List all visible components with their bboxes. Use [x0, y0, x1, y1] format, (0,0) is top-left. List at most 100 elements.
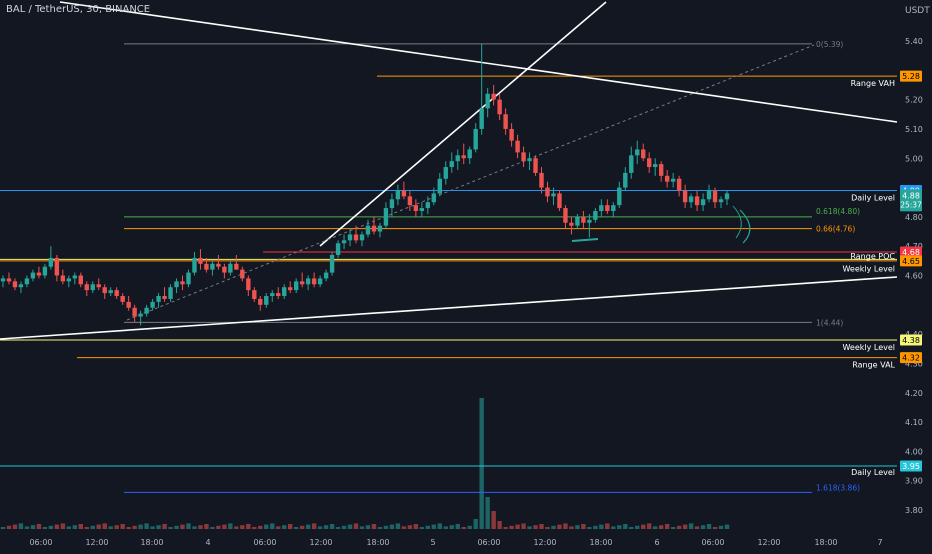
candle-body — [282, 287, 287, 297]
candle-body — [407, 196, 413, 206]
candle-body — [335, 243, 341, 255]
volume-bar-117 — [700, 525, 706, 529]
candle-body — [192, 257, 197, 273]
candle-13 — [78, 272, 83, 288]
candle-113 — [676, 175, 682, 197]
ascending-channel-line[interactable] — [319, 1, 607, 247]
descending-trendline[interactable] — [59, 1, 898, 123]
volume-bar-114 — [682, 524, 688, 529]
volume-bar-38 — [228, 523, 233, 529]
candle-body — [323, 272, 329, 279]
candle-37 — [222, 263, 227, 279]
daily-level-2-label: Daily Level — [851, 468, 895, 477]
projection-arc-inner — [732, 205, 742, 239]
candle-body — [108, 290, 113, 294]
candle-62 — [371, 216, 377, 235]
range-vah-label: Range VAH — [851, 79, 895, 88]
candle-102 — [611, 202, 616, 217]
candle-body — [694, 196, 700, 206]
volume-bar-83 — [497, 521, 502, 529]
bottom-marker — [571, 238, 599, 242]
weekly-level-2-badge-text: 4.38 — [902, 336, 920, 345]
volume-bar-89 — [533, 525, 538, 529]
volume-bar-98 — [587, 527, 592, 529]
volume-bar-106 — [635, 525, 640, 529]
volume-bar-84 — [503, 527, 508, 529]
range-vah-badge: 5.28 — [900, 70, 922, 82]
candle-body — [593, 211, 598, 220]
volume-bar-70 — [419, 527, 425, 529]
candle-body — [605, 205, 610, 212]
candle-3 — [18, 281, 24, 294]
candle-61 — [365, 219, 371, 238]
fib-retracement[interactable]: 0(5.39) 0.618(4.80) 0.66(4.76) 1(4.44) 1.618… — [124, 40, 860, 493]
candle-body — [599, 205, 604, 212]
volume-bar-50 — [299, 525, 305, 529]
candle-body — [30, 272, 36, 279]
volume-bar-108 — [647, 523, 652, 529]
candle-body — [341, 240, 347, 244]
candle-body — [84, 284, 89, 291]
candle-body — [581, 216, 586, 223]
candle-9 — [54, 254, 60, 282]
candle-97 — [581, 211, 586, 229]
volume-bar-118 — [706, 524, 712, 529]
candle-53 — [317, 275, 323, 288]
fib-label-4: 1.618(3.86) — [816, 483, 860, 492]
volume-bar-19 — [114, 525, 119, 529]
volume-bar-100 — [599, 524, 604, 529]
volume-bar-13 — [78, 524, 83, 529]
candle-69 — [413, 199, 419, 217]
candle-39 — [234, 254, 239, 270]
price-tick-9: 4.20 — [905, 389, 923, 398]
long-support-trendline[interactable] — [0, 276, 898, 340]
candle-48 — [288, 281, 293, 294]
current-price-badge-bg — [900, 189, 922, 212]
volume-bar-112 — [670, 527, 676, 529]
time-tick-9: 12:00 — [533, 538, 556, 547]
price-tick-13: 3.80 — [905, 506, 923, 515]
candle-body — [718, 199, 724, 203]
volume-bar-8 — [48, 525, 54, 529]
time-tick-15: 7 — [877, 538, 882, 547]
candle-34 — [204, 257, 209, 273]
symbol-title[interactable]: BAL / TetherUS, 30, BINANCE — [6, 4, 151, 15]
candle-47 — [282, 284, 287, 299]
candle-body — [156, 296, 161, 302]
candle-body — [383, 208, 389, 226]
candle-86 — [515, 134, 520, 159]
candle-body — [299, 281, 305, 285]
candle-body — [66, 278, 72, 282]
volume-bar-30 — [180, 524, 185, 529]
candle-111 — [664, 169, 670, 188]
volume-bar-74 — [443, 526, 448, 529]
candle-body — [234, 263, 239, 270]
volume-bar-31 — [186, 523, 191, 529]
candle-4 — [24, 275, 30, 288]
candle-32 — [192, 252, 197, 276]
volume-bar-90 — [539, 524, 544, 529]
price-tick-8: 4.30 — [905, 359, 923, 368]
candle-73 — [437, 172, 442, 197]
candle-body — [288, 287, 293, 291]
candle-body — [42, 266, 48, 276]
candle-body — [425, 202, 431, 209]
trendlines[interactable] — [0, 1, 898, 340]
time-axis: 06:00 12:00 18:00 4 06:00 12:00 18:00 5 06:00 12:… — [29, 538, 882, 547]
candle-95 — [569, 216, 574, 235]
candle-body — [78, 275, 83, 285]
volume-bar-61 — [365, 525, 371, 529]
candle-82 — [491, 84, 496, 106]
candle-46 — [276, 287, 281, 299]
candle-50 — [299, 272, 305, 288]
candle-body — [120, 296, 125, 302]
weekly-level-2-badge: 4.38 — [900, 334, 922, 346]
candle-17 — [102, 284, 107, 299]
volume-bar-63 — [377, 527, 383, 529]
candle-body — [652, 164, 658, 168]
candle-100 — [599, 199, 604, 217]
daily-level-2-badge-text: 3.95 — [902, 462, 920, 471]
candle-body — [712, 190, 718, 203]
